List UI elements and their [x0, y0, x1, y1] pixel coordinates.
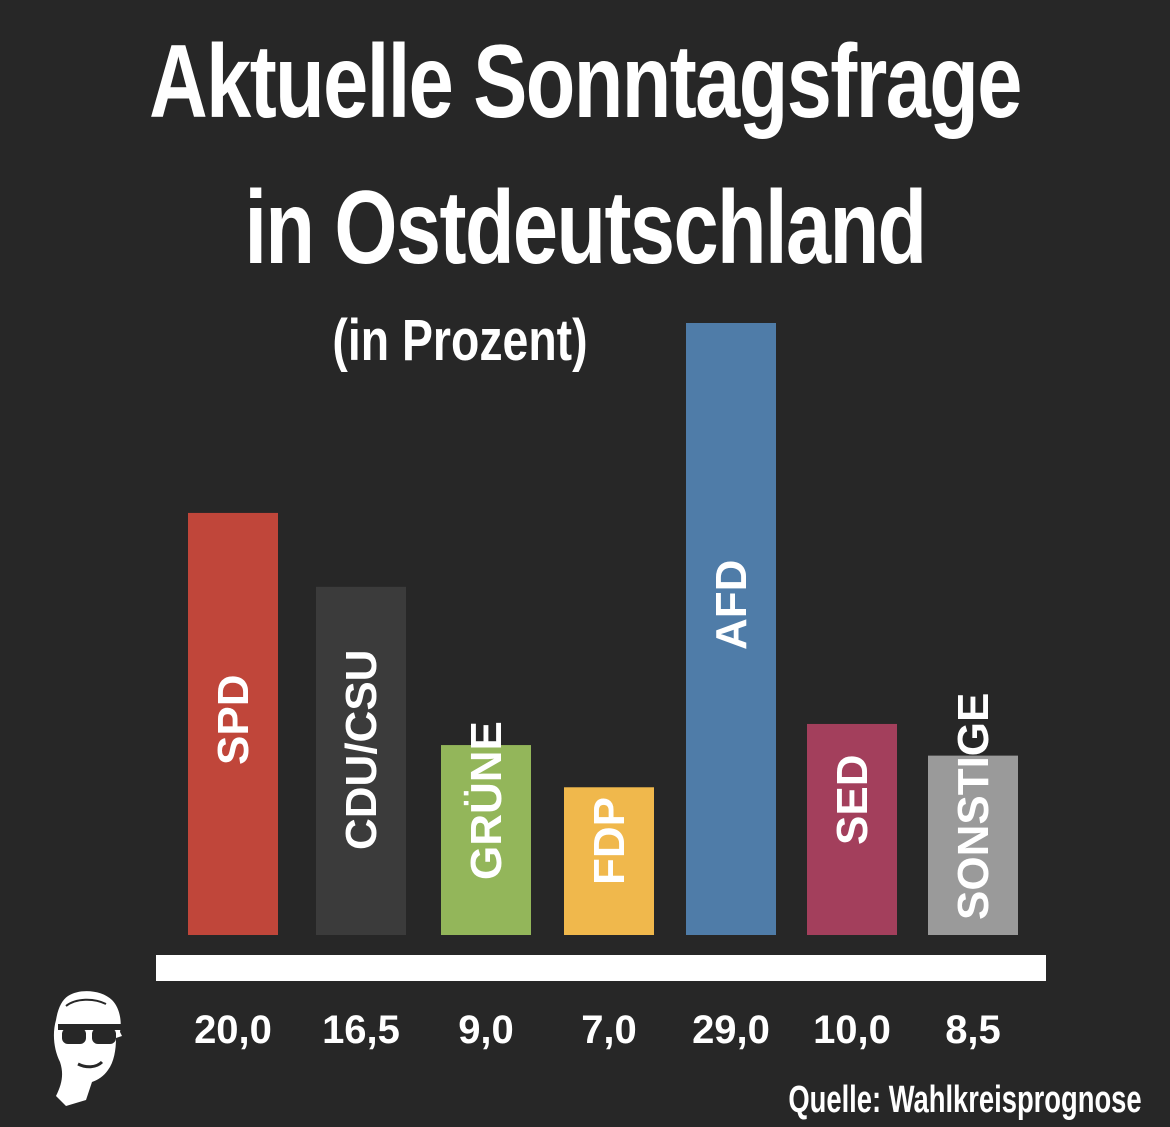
bar-sed — [807, 723, 897, 935]
value-label-sonstige: 8,5 — [945, 1008, 1001, 1052]
chart-subtitle: (in Prozent) — [332, 308, 588, 373]
bar-label-cdu-csu: CDU/CSU — [337, 650, 386, 850]
value-label-gr-ne: 9,0 — [458, 1008, 514, 1052]
bar-label-spd: SPD — [209, 675, 258, 765]
bar-spd — [188, 512, 278, 935]
bar-sonstige — [928, 755, 1018, 935]
bars-group — [188, 323, 1018, 935]
bar-cdu-csu — [316, 586, 406, 935]
bar-label-sed: SED — [828, 755, 877, 845]
bar-gr-ne — [441, 745, 531, 935]
value-label-afd: 29,0 — [692, 1008, 770, 1052]
value-label-sed: 10,0 — [813, 1008, 891, 1052]
bar-labels-group: SPD CDU/CSU GRÜNE FDP AFD SED SONSTIGE — [209, 560, 998, 920]
bar-label-afd: AFD — [707, 560, 756, 650]
chart-title-line-2: in Ostdeutschland — [244, 170, 927, 286]
bar-label-fdp: FDP — [585, 797, 634, 885]
chart-title: Aktuelle Sonntagsfrage — [149, 24, 1022, 140]
chart-source: Quelle: Wahlkreisprognose — [788, 1079, 1142, 1121]
bar-label-sonstige: SONSTIGE — [949, 693, 998, 920]
chart-baseline — [156, 955, 1046, 981]
value-label-spd: 20,0 — [194, 1008, 272, 1052]
value-labels-group: 20,0 16,5 9,0 7,0 29,0 10,0 8,5 — [194, 1008, 1001, 1052]
bar-label-gr-ne: GRÜNE — [462, 721, 511, 880]
value-label-fdp: 7,0 — [581, 1008, 637, 1052]
bar-fdp — [564, 787, 654, 935]
value-label-cdu-csu: 16,5 — [322, 1008, 400, 1052]
bar-afd — [686, 323, 776, 935]
face-with-sunglasses-icon — [53, 991, 123, 1106]
